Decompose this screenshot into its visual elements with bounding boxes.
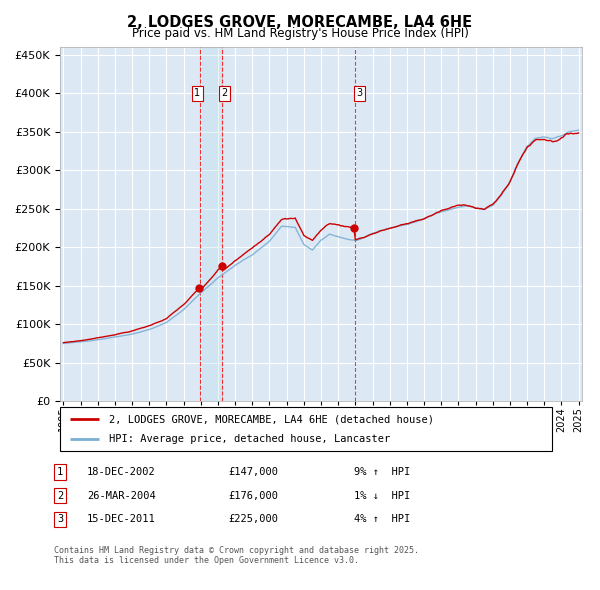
Text: 1% ↓  HPI: 1% ↓ HPI [354, 491, 410, 500]
Text: 2, LODGES GROVE, MORECAMBE, LA4 6HE: 2, LODGES GROVE, MORECAMBE, LA4 6HE [127, 15, 473, 30]
Text: £176,000: £176,000 [228, 491, 278, 500]
Text: 3: 3 [57, 514, 63, 524]
Bar [200, 47, 222, 401]
Text: 15-DEC-2011: 15-DEC-2011 [87, 514, 156, 524]
Text: Price paid vs. HM Land Registry's House Price Index (HPI): Price paid vs. HM Land Registry's House … [131, 27, 469, 40]
Text: 4% ↑  HPI: 4% ↑ HPI [354, 514, 410, 524]
Text: 2, LODGES GROVE, MORECAMBE, LA4 6HE (detached house): 2, LODGES GROVE, MORECAMBE, LA4 6HE (det… [109, 414, 434, 424]
Text: 2: 2 [57, 491, 63, 500]
Text: £225,000: £225,000 [228, 514, 278, 524]
Text: Contains HM Land Registry data © Crown copyright and database right 2025.
This d: Contains HM Land Registry data © Crown c… [54, 546, 419, 565]
Text: 1: 1 [194, 88, 200, 99]
Text: 3: 3 [357, 88, 363, 99]
Text: HPI: Average price, detached house, Lancaster: HPI: Average price, detached house, Lanc… [109, 434, 391, 444]
Text: £147,000: £147,000 [228, 467, 278, 477]
Text: 9% ↑  HPI: 9% ↑ HPI [354, 467, 410, 477]
FancyBboxPatch shape [60, 407, 552, 451]
Text: 2: 2 [221, 88, 227, 99]
Text: 26-MAR-2004: 26-MAR-2004 [87, 491, 156, 500]
Text: 18-DEC-2002: 18-DEC-2002 [87, 467, 156, 477]
Text: 1: 1 [57, 467, 63, 477]
